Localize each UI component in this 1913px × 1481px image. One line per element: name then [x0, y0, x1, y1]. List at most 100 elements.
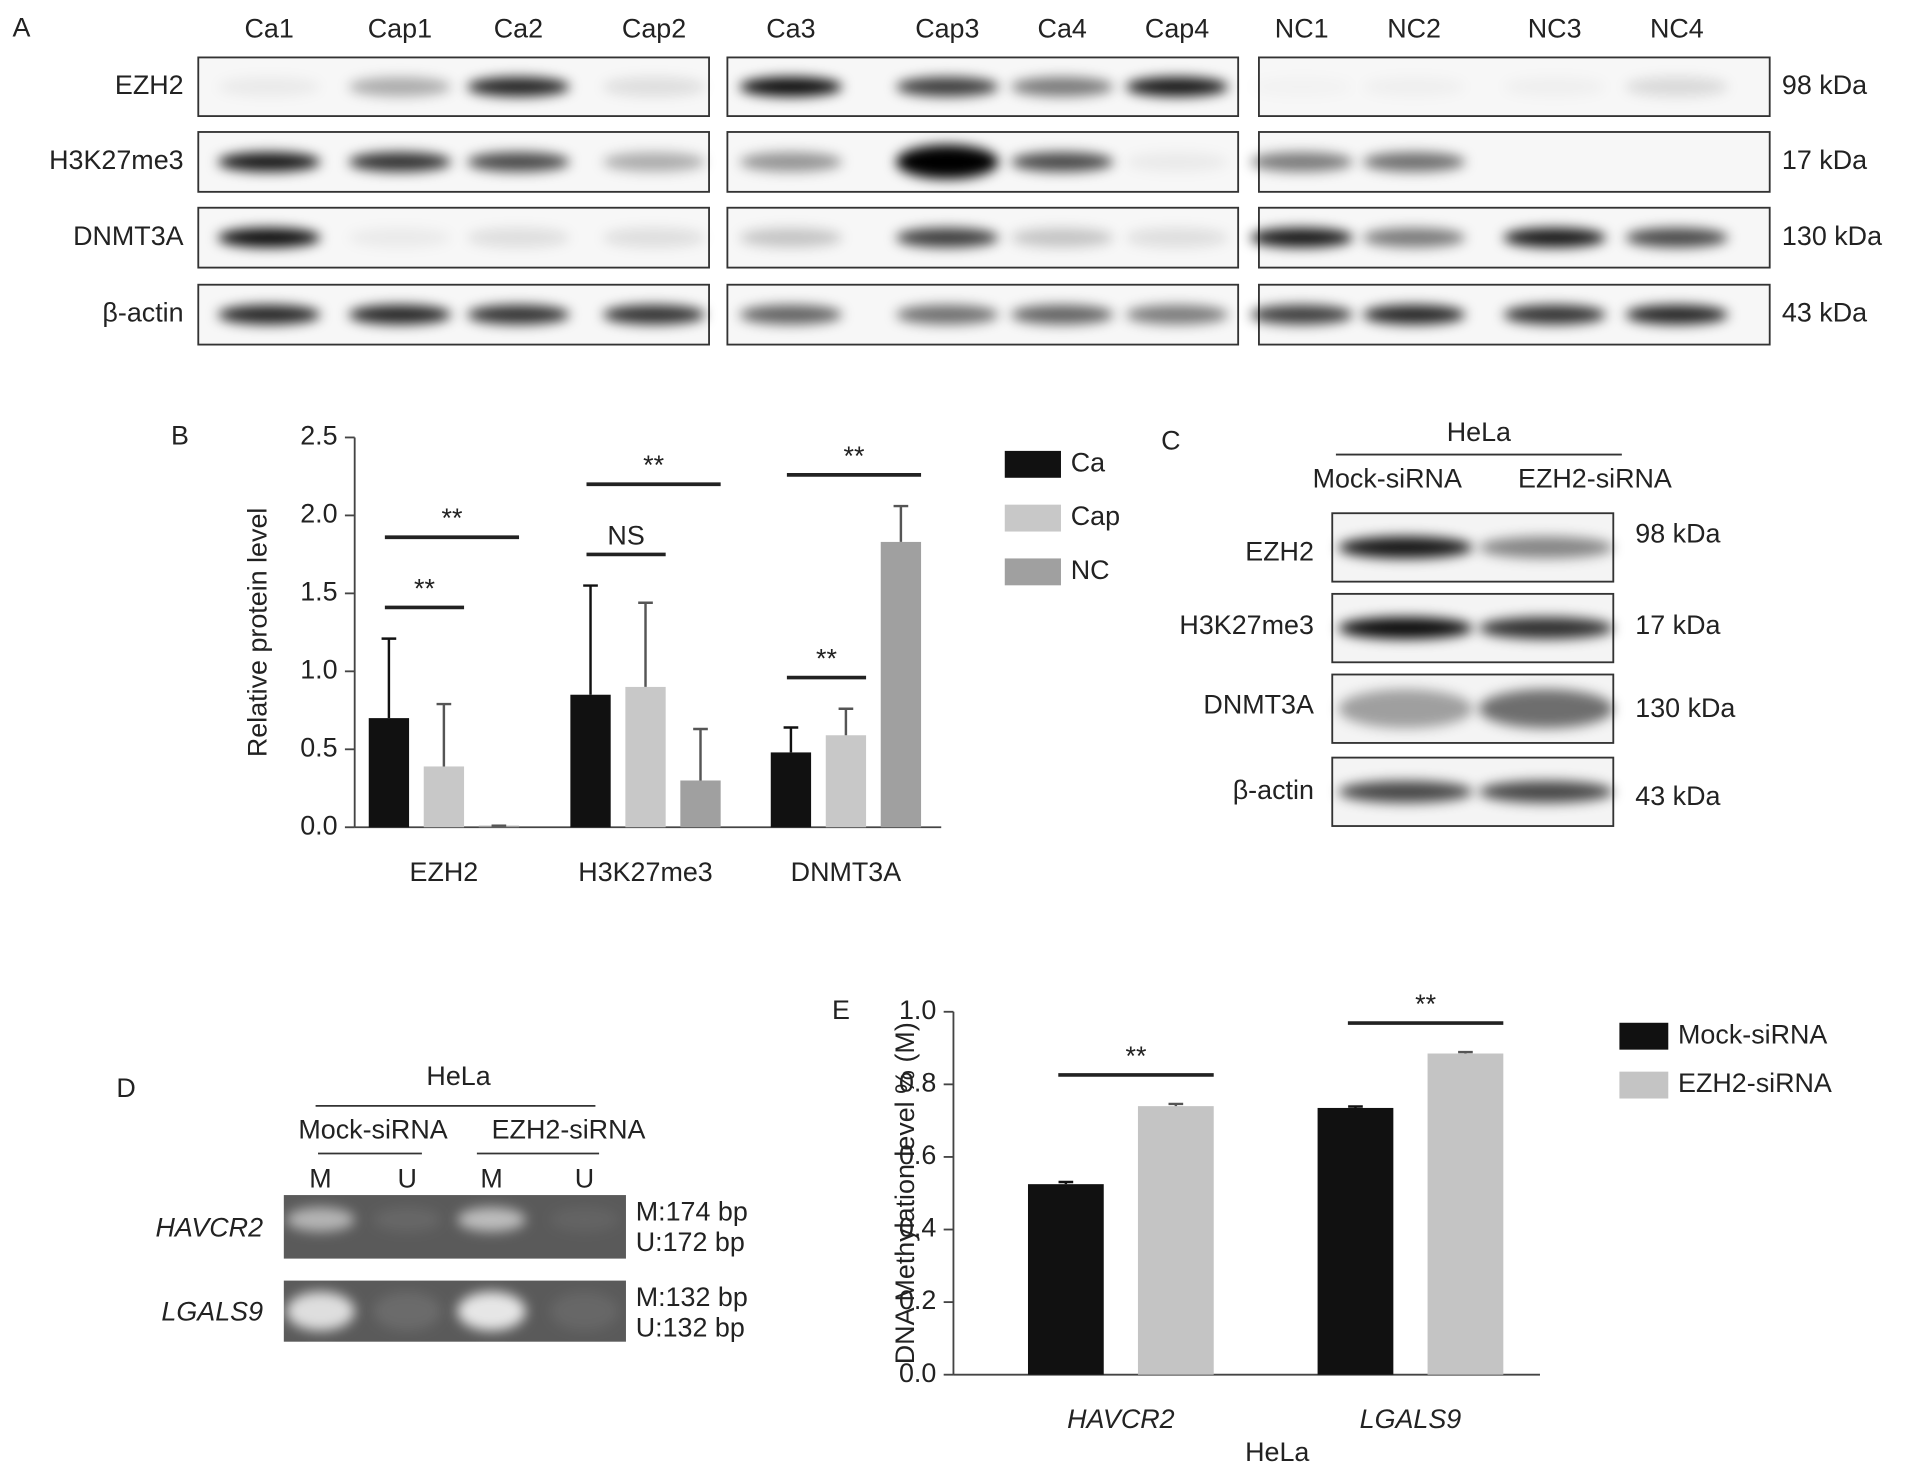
band: [1478, 617, 1614, 640]
row-label: DNMT3A: [73, 221, 184, 251]
x-axis-title: HeLa: [1245, 1437, 1309, 1467]
row-label: EZH2: [115, 70, 184, 100]
band: [467, 227, 570, 248]
y-tick-label: 2.0: [300, 499, 337, 529]
band: [1363, 77, 1466, 97]
lane-label: NC3: [1528, 14, 1582, 44]
band: [1503, 77, 1606, 97]
legend-label: Cap: [1071, 501, 1120, 531]
band: [217, 227, 321, 248]
bar: [770, 752, 812, 828]
gel-band: [373, 1207, 442, 1232]
legend-swatch: [1004, 558, 1061, 586]
band: [602, 304, 706, 325]
band: [739, 227, 843, 248]
band: [1503, 304, 1606, 325]
y-axis-title: DNA Methylation level % (M): [890, 1022, 920, 1364]
bar: [570, 694, 611, 828]
bar: [368, 718, 410, 828]
size-label: 130 kDa: [1635, 693, 1735, 723]
error-bar: [1168, 1102, 1184, 1107]
error-bar: [436, 702, 452, 767]
y-tick-label: 0.5: [300, 732, 337, 762]
bar: [625, 686, 666, 828]
gel-band: [457, 1291, 526, 1331]
gene-label: LGALS9: [161, 1297, 263, 1327]
band: [1010, 152, 1114, 172]
group-label: Mock-siRNA: [298, 1115, 447, 1145]
band: [1010, 76, 1114, 97]
legend-label: NC: [1071, 555, 1110, 585]
band: [896, 304, 999, 325]
lane-label: Ca3: [766, 14, 815, 44]
band: [348, 152, 452, 172]
y-tick-label: 0.6: [899, 1140, 936, 1170]
gel-band: [550, 1207, 619, 1232]
error-bar: [838, 707, 854, 736]
size-label: 17 kDa: [1635, 610, 1720, 640]
lane-label: Cap3: [915, 14, 979, 44]
band: [1625, 304, 1729, 325]
error-bar: [783, 726, 799, 753]
x-tick-label: HAVCR2: [1067, 1404, 1175, 1434]
band: [1125, 227, 1229, 248]
lane-label: Ca1: [244, 14, 293, 44]
band: [467, 76, 570, 97]
size-label: M:174 bp: [636, 1196, 748, 1226]
group-label: EZH2-siRNA: [1518, 463, 1672, 493]
size-label: 17 kDa: [1782, 145, 1867, 175]
y-tick-label: 0.0: [899, 1358, 936, 1388]
significance-label: **: [1415, 989, 1436, 1019]
lane-label: M: [309, 1163, 331, 1193]
cell-label: HeLa: [1447, 417, 1511, 447]
y-tick-label: 1.0: [899, 995, 936, 1025]
band: [602, 152, 706, 172]
band: [739, 304, 843, 325]
y-tick-label: 1.5: [300, 576, 337, 606]
band: [1250, 77, 1353, 97]
significance-label: **: [816, 644, 837, 674]
row-label: DNMT3A: [1203, 689, 1314, 719]
band: [1625, 76, 1729, 97]
lane-label: NC4: [1650, 14, 1704, 44]
band: [1010, 304, 1114, 325]
band: [1626, 152, 1729, 172]
band: [1250, 227, 1354, 248]
band: [1338, 536, 1473, 559]
y-tick-label: 0.0: [300, 810, 337, 840]
band: [348, 227, 452, 248]
legend-label: EZH2-siRNA: [1678, 1068, 1832, 1098]
band: [602, 227, 706, 248]
band: [1338, 617, 1473, 640]
gel-band: [286, 1291, 355, 1331]
band: [739, 76, 843, 97]
row-label: EZH2: [1245, 537, 1314, 567]
band: [1125, 152, 1229, 172]
band: [896, 227, 999, 248]
band: [1125, 76, 1229, 97]
bar: [1027, 1184, 1104, 1375]
lane-label: U: [575, 1163, 594, 1193]
lane-label: NC1: [1275, 14, 1329, 44]
size-label: 130 kDa: [1782, 221, 1882, 251]
error-bar: [1458, 1050, 1473, 1054]
row-label: H3K27me3: [1179, 610, 1313, 640]
group-label: EZH2-siRNA: [492, 1115, 646, 1145]
legend-swatch: [1619, 1071, 1669, 1099]
legend-label: Ca: [1071, 447, 1105, 477]
panel-label: A: [13, 12, 31, 42]
band: [467, 152, 570, 172]
band: [467, 304, 570, 325]
gel-band: [457, 1207, 526, 1232]
legend-swatch: [1004, 450, 1061, 478]
gel-band: [550, 1291, 619, 1331]
size-label: U:132 bp: [636, 1313, 745, 1343]
x-tick-label: LGALS9: [1360, 1404, 1462, 1434]
band: [896, 76, 999, 97]
band: [1478, 689, 1614, 729]
band: [217, 304, 321, 325]
x-tick-label: H3K27me3: [578, 857, 712, 887]
error-bar: [583, 584, 598, 695]
y-tick-label: 1.0: [300, 654, 337, 684]
band: [1625, 227, 1729, 248]
